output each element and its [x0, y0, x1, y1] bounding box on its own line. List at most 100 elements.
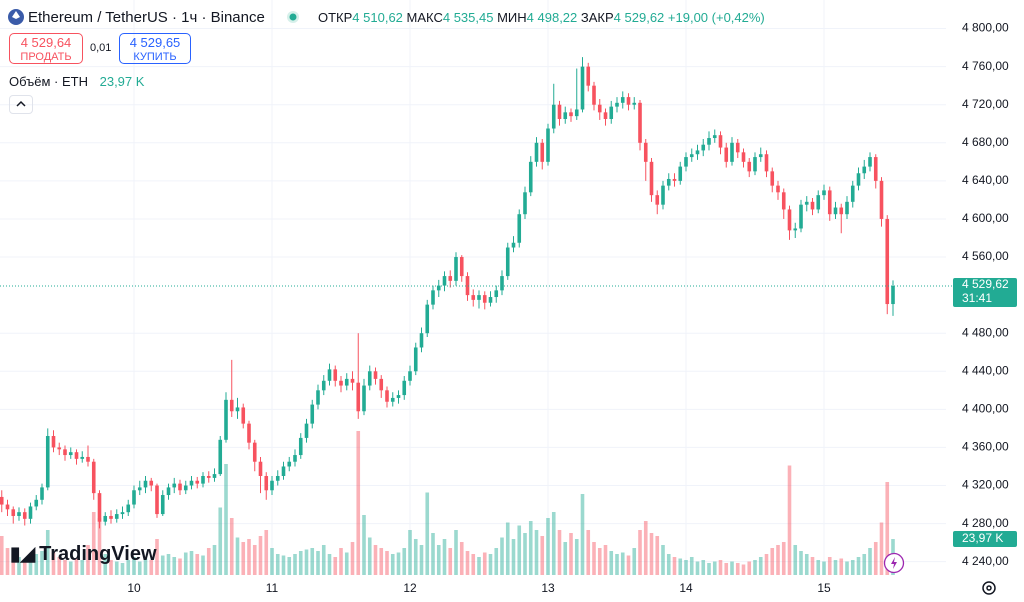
candle-body: [247, 423, 251, 443]
volume-bar: [465, 551, 470, 575]
volume-bar: [626, 555, 631, 575]
candle-body: [580, 66, 585, 110]
volume-bar: [172, 557, 177, 575]
candle-body: [402, 380, 407, 396]
candle-body: [724, 147, 729, 162]
candle-body: [333, 369, 338, 381]
candle-body: [695, 150, 700, 155]
candle-body: [827, 190, 832, 215]
volume-bar: [74, 558, 79, 575]
volume-bar: [396, 552, 401, 575]
candle-body: [638, 102, 642, 143]
volume-bar: [114, 561, 119, 575]
candle-body: [206, 475, 211, 478]
candle-body: [195, 480, 200, 484]
logo-mark: ▮◢: [10, 544, 36, 565]
spread: 0,01: [90, 42, 112, 54]
volume-bar: [586, 530, 591, 575]
volume-bar: [712, 561, 717, 575]
volume-bar: [126, 560, 131, 575]
close-value: 4 529,62: [613, 10, 665, 25]
volume-bar: [362, 515, 366, 575]
volume-bar: [477, 557, 481, 575]
symbol-icon: [8, 9, 24, 25]
candle-body: [350, 378, 355, 383]
candle-body: [413, 347, 418, 372]
candle-body: [563, 112, 568, 119]
candle-body: [557, 104, 562, 119]
volume-bar: [252, 545, 257, 575]
volume-bar: [787, 465, 792, 575]
volume-bar: [0, 536, 4, 575]
volume-bar: [735, 563, 740, 575]
candle-body: [546, 128, 550, 162]
volume-bar: [408, 530, 412, 575]
last-price-label: 4 529,62: [962, 277, 1009, 291]
volume-bar: [707, 563, 711, 575]
candle-body: [500, 276, 504, 291]
volume-bar: [448, 548, 453, 575]
candle-body: [626, 97, 631, 105]
volume-bar: [270, 548, 274, 575]
volume-bar: [103, 554, 108, 575]
volume-bar: [580, 494, 585, 575]
candle-body: [442, 276, 447, 286]
candle-body: [569, 112, 573, 117]
open-label: ОТКР: [318, 10, 353, 25]
candle-body: [465, 276, 470, 296]
y-tick-label: 4 680,00: [962, 135, 1009, 149]
buy-button[interactable]: 4 529,65 КУПИТЬ: [119, 33, 191, 64]
candle-body: [258, 461, 263, 476]
volume-bar: [63, 560, 67, 575]
volume-bar: [557, 530, 562, 575]
sell-price: 4 529,64: [20, 35, 72, 50]
ohlc-legend: ОТКР4 510,62 МАКС4 535,45 МИН4 498,22 ЗА…: [318, 10, 765, 25]
volume-bar: [350, 542, 355, 575]
candle-body: [868, 157, 872, 167]
volume-bar: [701, 560, 706, 575]
volume-bar: [793, 545, 798, 575]
volume-bar: [442, 539, 447, 575]
candle-body: [505, 247, 510, 277]
candle-body: [367, 371, 372, 386]
volume-bar: [609, 551, 614, 575]
candle-body: [454, 257, 458, 281]
volume-bar: [758, 557, 763, 575]
volume-bar: [603, 545, 608, 575]
volume-bar: [91, 512, 96, 575]
y-tick-label: 4 800,00: [962, 21, 1009, 35]
volume-bar: [471, 554, 476, 575]
low-value: 4 498,22: [526, 10, 578, 25]
volume-bar: [764, 554, 769, 575]
sell-button[interactable]: 4 529,64 ПРОДАТЬ: [9, 33, 83, 64]
x-tick-label: 11: [266, 581, 279, 595]
candle-body: [103, 515, 108, 522]
symbol: Ethereum / TetherUS · 1ч · Binance: [28, 9, 265, 26]
collapse-button[interactable]: [9, 95, 33, 114]
candle-body: [609, 106, 614, 119]
y-tick-label: 4 400,00: [962, 402, 1009, 416]
candle-body: [649, 161, 654, 196]
candle-body: [753, 157, 757, 172]
y-tick-label: 4 480,00: [962, 325, 1009, 339]
alert-icon[interactable]: [883, 552, 905, 574]
volume-bar: [17, 557, 21, 575]
candle-body: [126, 504, 131, 513]
settings-icon[interactable]: [979, 578, 999, 598]
y-tick-label: 4 280,00: [962, 516, 1009, 530]
volume-bar: [517, 525, 522, 575]
volume-bar: [206, 548, 211, 575]
volume-bar: [51, 552, 56, 575]
candle-body: [523, 192, 527, 215]
candle-body: [270, 480, 274, 491]
volume-bar: [781, 542, 786, 575]
volume-bar: [833, 560, 838, 575]
volume-bar: [247, 539, 251, 575]
volume-bar: [34, 554, 39, 575]
volume-bar: [528, 521, 533, 575]
candle-body: [885, 218, 890, 305]
candle-body: [287, 461, 292, 467]
volume-bar: [218, 507, 223, 575]
volume-bar: [86, 545, 90, 575]
